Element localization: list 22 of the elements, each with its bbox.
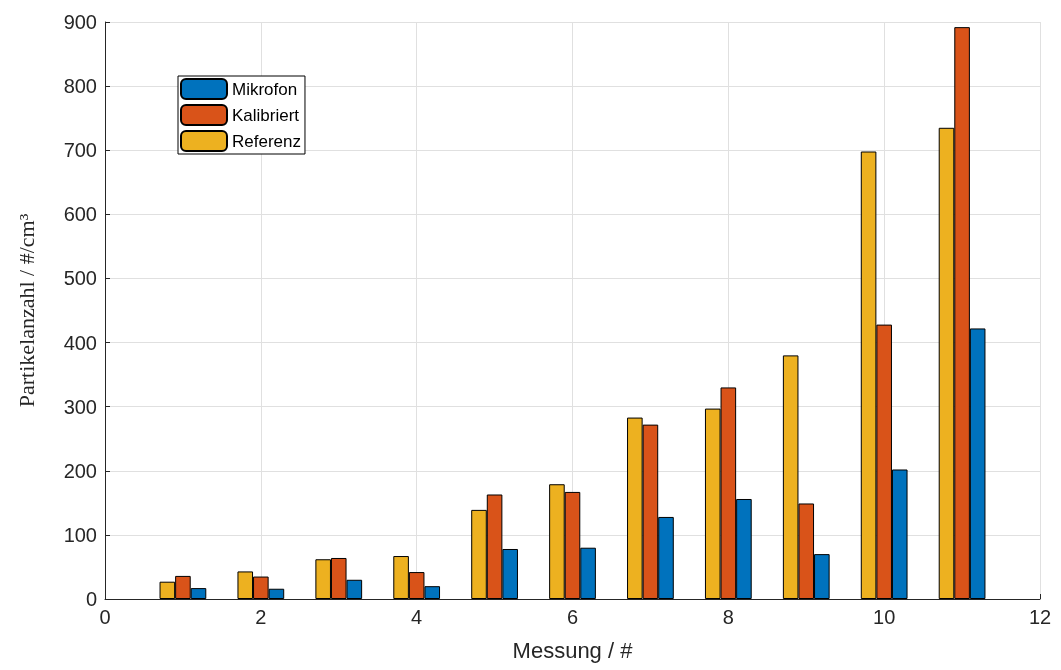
y-tick-label: 500 (63, 267, 97, 290)
y-tick-label: 100 (63, 523, 97, 546)
legend-label: Referenz (232, 131, 301, 151)
x-tick-label: 4 (411, 606, 423, 628)
x-tick-label: 6 (566, 606, 579, 628)
y-tick-label: 200 (63, 459, 97, 482)
y-tick-label: 600 (63, 203, 97, 226)
legend-label: Kalibriert (232, 105, 300, 125)
y-tick-label: 700 (63, 139, 97, 162)
x-tick-label: 10 (873, 606, 896, 628)
y-tick-label: 400 (63, 331, 97, 354)
y-tick-label: 800 (63, 75, 97, 98)
y-tick-label: 900 (63, 11, 97, 33)
y-tick-label: 300 (63, 395, 97, 418)
x-tick-label: 2 (255, 606, 267, 628)
x-tick-label: 8 (722, 606, 734, 628)
legend-label: Mikrofon (232, 79, 298, 99)
x-tick-label: 0 (99, 606, 111, 628)
y-axis-title: Partikelanzahl / #/cm³ (13, 213, 39, 408)
y-tick-label: 0 (85, 588, 97, 610)
x-tick-label: 12 (1028, 606, 1052, 628)
x-axis-title: Messung / # (512, 637, 634, 663)
